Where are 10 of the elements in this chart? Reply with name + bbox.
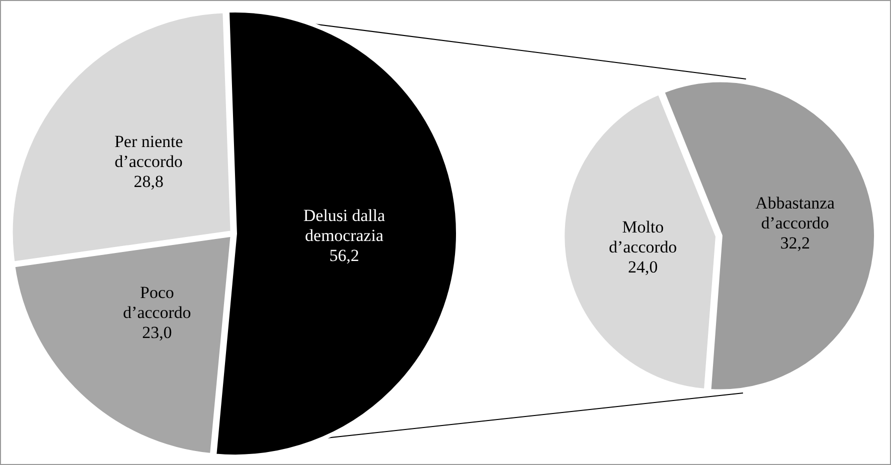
data-label: 24,0 [628, 257, 658, 276]
slice-label: Abbastanza d’accordo [755, 194, 836, 233]
data-label: 23,0 [142, 323, 172, 342]
data-label: 56,2 [329, 246, 360, 266]
data-label: 28,8 [134, 172, 164, 191]
slice-label: Molto d’accordo [608, 217, 677, 256]
slice-label: Poco d’accordo [123, 283, 192, 322]
slice-label: Per niente d’accordo [114, 132, 183, 171]
data-label: 32,2 [780, 234, 810, 253]
slice-label: Delusi dalla democrazia [303, 206, 386, 246]
